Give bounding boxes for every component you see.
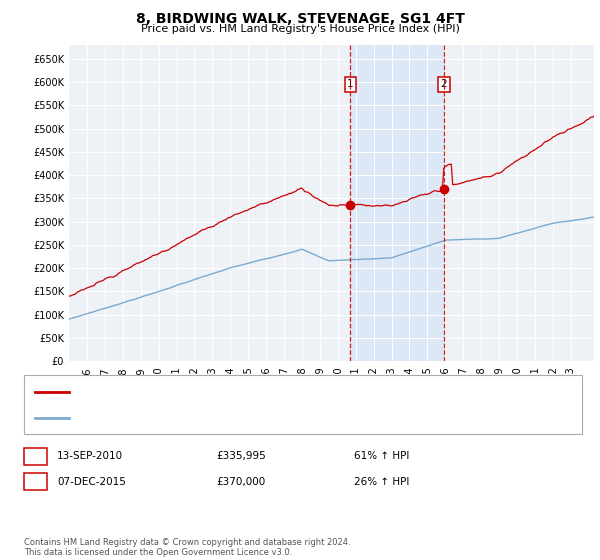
Text: 13-SEP-2010: 13-SEP-2010 xyxy=(57,451,123,461)
Text: Contains HM Land Registry data © Crown copyright and database right 2024.
This d: Contains HM Land Registry data © Crown c… xyxy=(24,538,350,557)
Text: 8, BIRDWING WALK, STEVENAGE, SG1 4FT: 8, BIRDWING WALK, STEVENAGE, SG1 4FT xyxy=(136,12,464,26)
Text: 2: 2 xyxy=(440,80,447,90)
Text: 8, BIRDWING WALK, STEVENAGE, SG1 4FT (semi-detached house): 8, BIRDWING WALK, STEVENAGE, SG1 4FT (se… xyxy=(73,386,395,396)
Text: Price paid vs. HM Land Registry's House Price Index (HPI): Price paid vs. HM Land Registry's House … xyxy=(140,24,460,34)
Text: HPI: Average price, semi-detached house, Stevenage: HPI: Average price, semi-detached house,… xyxy=(73,413,333,423)
Text: £370,000: £370,000 xyxy=(216,477,265,487)
Text: 61% ↑ HPI: 61% ↑ HPI xyxy=(354,451,409,461)
Text: 1: 1 xyxy=(347,80,354,90)
Text: 07-DEC-2015: 07-DEC-2015 xyxy=(57,477,126,487)
Text: £335,995: £335,995 xyxy=(216,451,266,461)
Bar xyxy=(350,45,444,361)
Text: 2: 2 xyxy=(32,477,39,487)
Text: 26% ↑ HPI: 26% ↑ HPI xyxy=(354,477,409,487)
Text: 1: 1 xyxy=(32,451,39,461)
